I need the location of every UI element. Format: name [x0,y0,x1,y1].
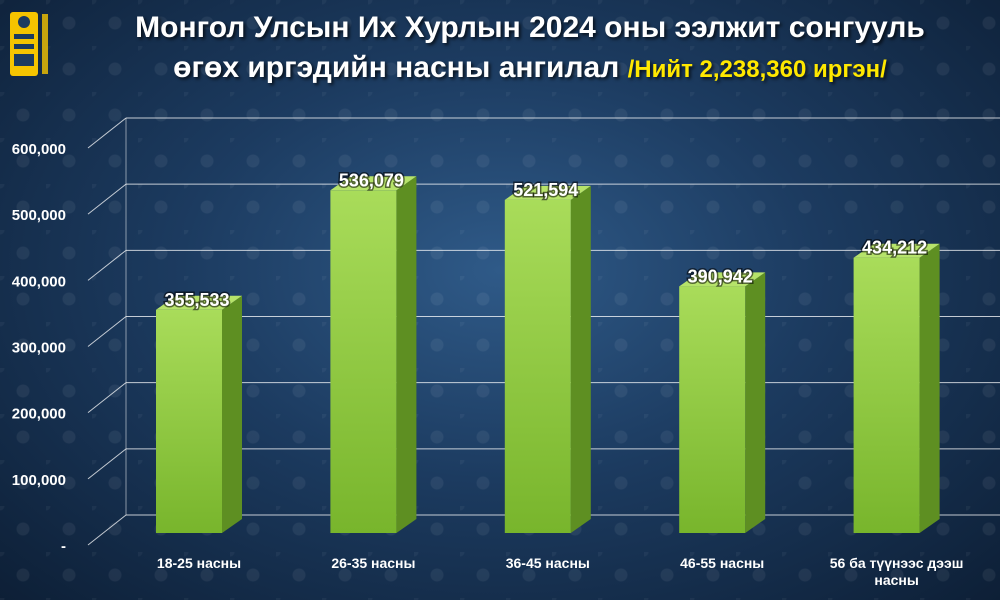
y-tick-label: 300,000 [12,340,66,357]
grid-diagonal [87,514,127,546]
bar-top [156,295,242,310]
bar [504,199,571,533]
bar-side [222,295,242,533]
title-line-2-text: өгөх иргэдийн насны ангилал [173,51,620,84]
grid-diagonal [87,183,127,215]
y-tick-label: 500,000 [12,207,66,224]
y-tick-label: 100,000 [12,472,66,489]
grid-diagonal [87,249,127,281]
y-tick-label: 400,000 [12,273,66,290]
bar [156,309,222,533]
bar-side [919,243,940,533]
x-tick-label: 56 ба түүнээс дээш [830,555,964,571]
soyombo-emblem-icon [10,12,48,76]
data-label: 355,533 [164,290,229,310]
bar-top [853,243,940,258]
data-label: 434,212 [862,238,927,258]
data-label: 521,594 [513,180,578,200]
grid-diagonal [87,448,127,480]
bar-top [679,272,766,287]
bar-side [745,272,766,533]
grid-diagonal [87,316,127,347]
data-label: 390,942 [688,266,753,286]
title-line-1: Монгол Улсын Их Хурлын 2024 оны ээлжит с… [135,11,925,44]
bar-side [570,185,591,533]
bar-side [396,176,417,534]
bar [679,286,746,533]
data-label: 536,079 [339,170,404,190]
bar-top [504,185,591,200]
y-tick-label: - [61,538,66,555]
bar-top [330,176,417,191]
x-tick-label: 18-25 насны [157,555,241,571]
x-tick-label: насны [874,572,918,588]
bar [853,257,920,533]
chart-title: Монгол Улсын Их Хурлын 2024 оны ээлжит с… [70,8,990,90]
bar [330,190,397,534]
x-tick-label: 36-45 насны [506,555,590,571]
total-voters: /Нийт 2,238,360 иргэн/ [627,56,887,83]
y-tick-label: 200,000 [12,406,66,423]
grid-diagonal [87,382,127,414]
title-line-2: өгөх иргэдийн насны ангилал /Нийт 2,238,… [70,48,990,90]
x-tick-label: 26-35 насны [331,555,415,571]
y-tick-label: 600,000 [12,141,66,158]
grid-diagonal [87,117,127,149]
x-tick-label: 46-55 насны [680,555,764,571]
